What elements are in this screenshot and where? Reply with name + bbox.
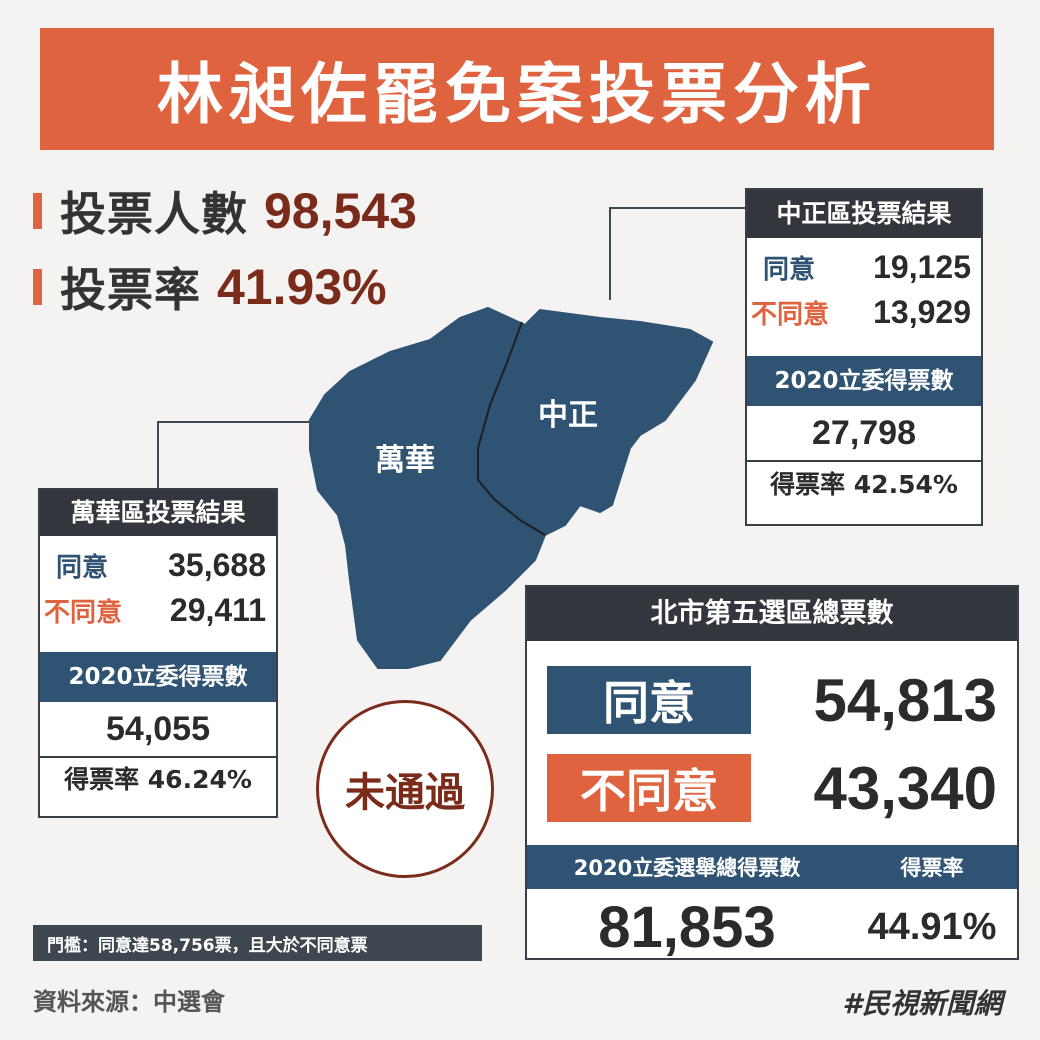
zhongzheng-connector [609,207,745,300]
wanhua-rate: 得票率 46.24% [40,756,276,802]
threshold-note: 門檻：同意達58,756票，且大於不同意票 [33,925,482,961]
agree-label: 同意 [763,254,816,285]
agree-value: 35,688 [168,546,266,583]
wanhua-disagree-row: 不同意 29,411 [40,584,276,632]
total-agree-value: 54,813 [813,666,997,734]
total-disagree-value: 43,340 [813,754,997,822]
disagree-value: 13,929 [873,293,971,330]
title-banner: 林昶佐罷免案投票分析 [40,28,994,150]
total-disagree-row: 不同意 43,340 [527,751,1017,825]
total-rate-label: 得票率 [900,856,964,880]
total-2020-label: 2020立委選舉總得票數 [573,856,801,880]
zhongzheng-2020-header: 2020立委得票數 [747,356,981,406]
total-disagree-label: 不同意 [547,754,751,822]
total-agree-row: 同意 54,813 [527,663,1017,737]
disagree-value: 29,411 [169,591,266,628]
agree-label: 同意 [56,552,109,583]
turnout-label: 投票率 [60,263,201,317]
stat-bar [33,193,42,229]
wanhua-result-box: 萬華區投票結果 同意 35,688 不同意 29,411 2020立委得票數 5… [38,488,278,818]
wanhua-connector [157,421,310,488]
result-text: 未通過 [345,770,465,816]
turnout-value: 41.93% [217,259,387,315]
turnout-stat: 投票率 41.93% [33,254,387,320]
district-border [477,321,546,536]
zhongzheng-2020-value: 27,798 [812,414,916,452]
wanhua-agree-row: 同意 35,688 [40,536,276,584]
total-2020-header: 2020立委選舉總得票數 得票率 [527,845,1017,889]
zhongzheng-agree-row: 同意 19,125 [747,238,981,286]
zhongzheng-rate: 得票率 42.54% [747,460,981,508]
voters-value: 98,543 [264,183,417,239]
stat-bar [33,269,42,305]
disagree-label: 不同意 [44,597,123,628]
hashtag: #民視新聞網 [842,987,1002,1020]
data-source: 資料來源：中選會 [33,988,225,1016]
wanhua-2020-header: 2020立委得票數 [40,652,276,702]
total-2020-row: 81,853 44.91% [527,889,1017,965]
wanhua-label: 萬華 [375,443,435,478]
total-header: 北市第五選區總票數 [527,587,1017,641]
total-agree-label: 同意 [547,666,751,734]
zhongzheng-result-box: 中正區投票結果 同意 19,125 不同意 13,929 2020立委得票數 2… [745,188,983,526]
agree-value: 19,125 [873,248,971,285]
voters-stat: 投票人數 98,543 [33,178,417,244]
voters-label: 投票人數 [60,187,248,241]
zhongzheng-header: 中正區投票結果 [747,190,981,238]
page-title: 林昶佐罷免案投票分析 [157,56,877,133]
wanhua-header: 萬華區投票結果 [40,490,276,536]
zhongzheng-disagree-row: 不同意 13,929 [747,286,981,334]
wanhua-2020-value: 54,055 [106,710,210,748]
disagree-label: 不同意 [751,299,830,330]
total-result-box: 北市第五選區總票數 同意 54,813 不同意 43,340 2020立委選舉總… [525,585,1019,960]
total-rate-value: 44.91% [867,905,997,948]
zhongzheng-label: 中正 [538,398,598,433]
total-2020-value: 81,853 [598,894,776,960]
result-circle: 未通過 [316,700,494,878]
